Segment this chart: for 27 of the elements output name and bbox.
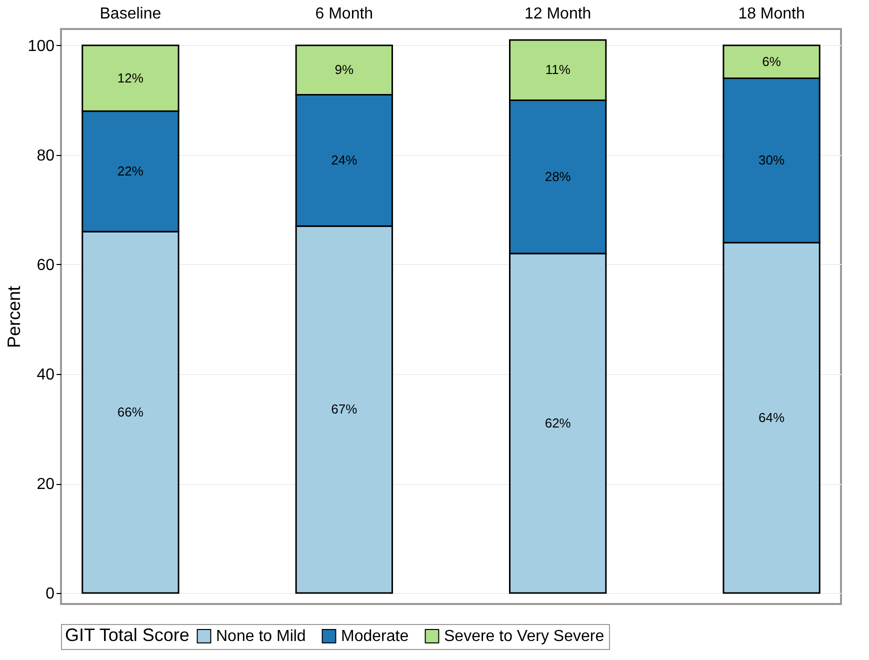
data-label: 22%	[117, 163, 144, 178]
legend-label: None to Mild	[216, 628, 306, 646]
legend-title: GIT Total Score	[65, 625, 190, 645]
y-tick-label: 60	[36, 256, 55, 274]
x-tick-label: Baseline	[100, 6, 162, 22]
y-tick-label: 80	[36, 147, 55, 164]
y-tick-label: 0	[46, 586, 55, 603]
data-label: 67%	[331, 402, 358, 417]
data-label: 9%	[334, 62, 354, 78]
data-label: 64%	[758, 410, 785, 425]
x-tick-label: 18 Month	[738, 6, 805, 22]
y-tick-label: 20	[36, 476, 55, 494]
data-label: 11%	[545, 62, 571, 78]
data-label: 28%	[544, 168, 572, 184]
x-tick-label: 12 Month	[524, 6, 592, 22]
y-axis-title: Percent	[4, 286, 24, 348]
data-label: 12%	[117, 70, 144, 86]
legend-label: Severe to Very Severe	[444, 628, 604, 646]
data-label: 24%	[331, 152, 358, 168]
y-tick-label: 40	[36, 366, 55, 384]
data-label: 6%	[762, 54, 782, 69]
legend-label: Moderate	[341, 628, 409, 646]
x-tick-label: 6 Month	[315, 6, 374, 22]
data-label: 62%	[544, 415, 572, 430]
y-tick-label: 100	[28, 38, 55, 55]
data-label: 66%	[117, 404, 144, 420]
data-label: 30%	[758, 152, 785, 168]
